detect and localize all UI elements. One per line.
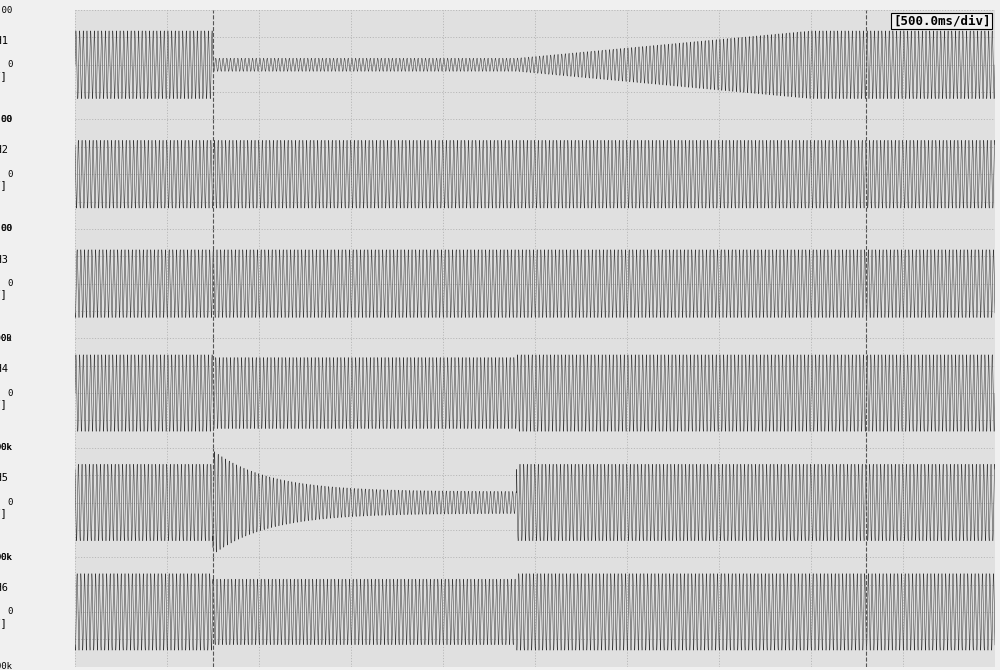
Text: [V]: [V]: [0, 618, 8, 628]
Text: -500.00: -500.00: [0, 224, 12, 233]
Text: 0: 0: [7, 498, 12, 507]
Text: 0: 0: [7, 389, 12, 397]
Text: ■CH3: ■CH3: [0, 255, 8, 265]
Text: [V]: [V]: [0, 399, 8, 409]
Text: -1.0000k: -1.0000k: [0, 444, 12, 452]
Text: [V]: [V]: [0, 509, 8, 519]
Text: ■CH2: ■CH2: [0, 145, 8, 155]
Text: 500.00: 500.00: [0, 224, 12, 233]
Text: 0: 0: [7, 608, 12, 616]
Text: -500.00: -500.00: [0, 115, 12, 124]
Text: 1.0000k: 1.0000k: [0, 334, 12, 343]
Text: 0: 0: [7, 60, 12, 69]
Text: ■CH4: ■CH4: [0, 364, 8, 374]
Text: 1.0000k: 1.0000k: [0, 553, 12, 561]
Text: [V]: [V]: [0, 180, 8, 190]
Text: -1.0000k: -1.0000k: [0, 553, 12, 561]
Text: 1.0000k: 1.0000k: [0, 444, 12, 452]
Text: ■CH5: ■CH5: [0, 474, 8, 484]
Text: [V]: [V]: [0, 289, 8, 299]
Text: ■CH1: ■CH1: [0, 36, 8, 46]
Text: 500.00: 500.00: [0, 115, 12, 124]
Text: 500.00: 500.00: [0, 5, 12, 15]
Text: ■CH6: ■CH6: [0, 583, 8, 593]
Text: [V]: [V]: [0, 71, 8, 80]
Text: -1.0000k: -1.0000k: [0, 662, 12, 670]
Text: [500.0ms/div]: [500.0ms/div]: [893, 15, 990, 27]
Text: 0: 0: [7, 279, 12, 288]
Text: 0: 0: [7, 170, 12, 179]
Text: -500.00: -500.00: [0, 334, 12, 343]
